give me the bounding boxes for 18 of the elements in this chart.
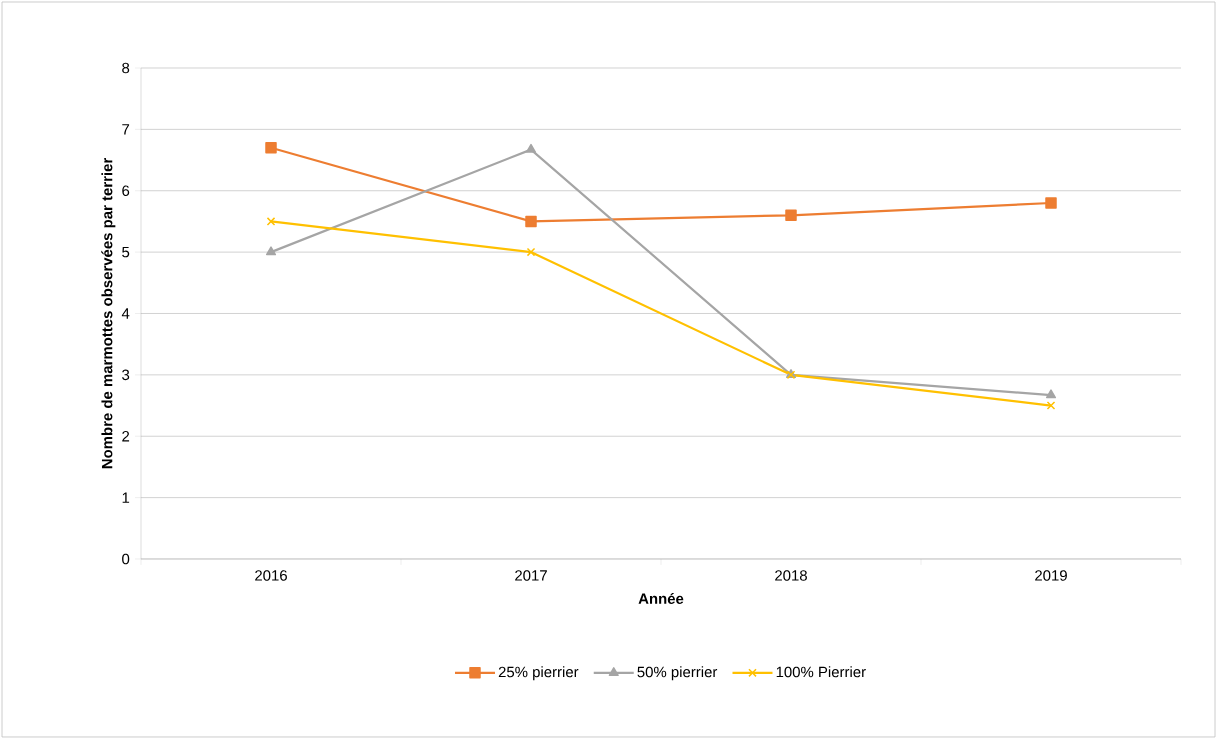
x-tick-label: 2019 (1035, 570, 1067, 581)
y-tick-label: 8 (122, 62, 130, 74)
y-tick-label: 3 (122, 369, 130, 381)
legend-label: 50% pierrier (637, 666, 718, 681)
x-tick-label: 2016 (255, 570, 287, 581)
y-tick-label: 6 (122, 185, 130, 197)
y-tick-label: 0 (122, 553, 130, 565)
y-tick-label: 2 (122, 431, 130, 442)
x-tick-label: 2017 (515, 570, 547, 581)
legend-label: 25% pierrier (498, 666, 579, 681)
y-axis-title: Nombre de marmottes observées par terrier (101, 158, 116, 469)
y-tick-label: 7 (122, 124, 130, 135)
x-tick-label: 2018 (775, 570, 807, 581)
legend-label: 100% Pierrier (776, 666, 866, 678)
y-tick-label: 4 (121, 308, 130, 319)
y-tick-label: 5 (122, 246, 130, 258)
y-tick-label: 1 (122, 492, 130, 503)
x-axis-title: Année (638, 592, 684, 605)
